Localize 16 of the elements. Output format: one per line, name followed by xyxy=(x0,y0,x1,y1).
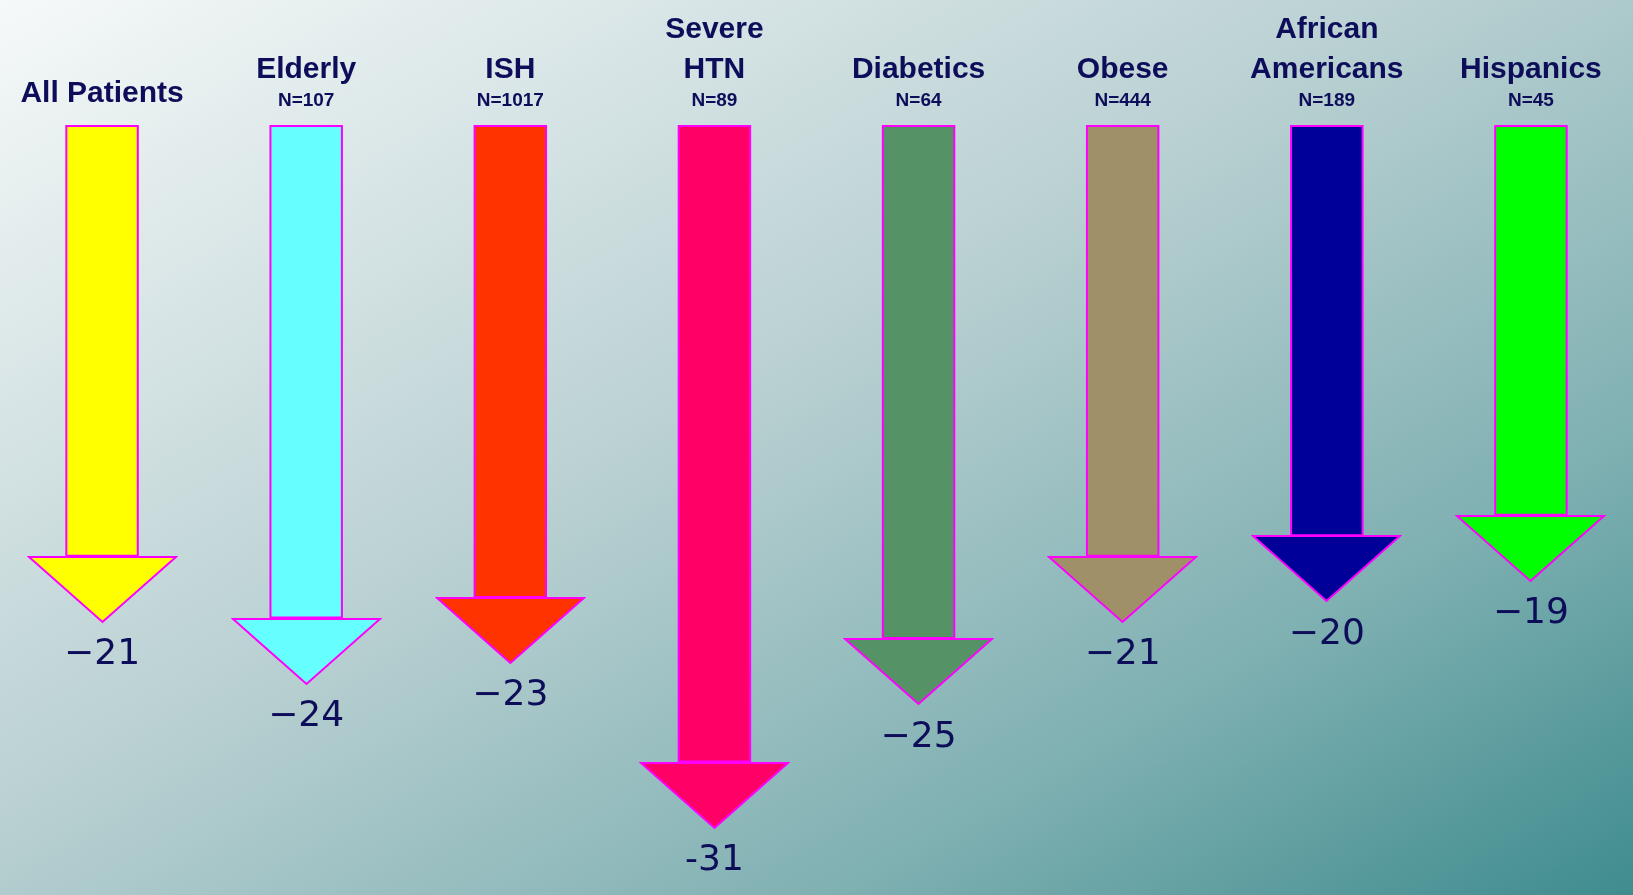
data-label: −19 xyxy=(1492,590,1569,632)
data-label: −21 xyxy=(1084,631,1161,673)
x-tick-label: African Americans N=189 xyxy=(1250,10,1404,110)
x-tick-label: Diabetics N=64 xyxy=(851,50,986,110)
data-label: −20 xyxy=(1288,610,1365,652)
x-tick-label: Severe HTN N=89 xyxy=(665,10,764,110)
data-label: −21 xyxy=(64,631,141,673)
data-label: −25 xyxy=(880,713,957,755)
x-tick-label: Obese N=444 xyxy=(1076,50,1169,110)
x-tick-label: ISH N=1017 xyxy=(476,50,544,110)
x-tick-label: Hispanics N=45 xyxy=(1460,50,1602,110)
data-label: −23 xyxy=(472,672,549,714)
x-tick-label: All Patients xyxy=(20,74,184,108)
data-label: −24 xyxy=(268,693,345,735)
x-tick-label: Elderly N=107 xyxy=(256,50,357,110)
data-label: -31 xyxy=(685,837,744,878)
